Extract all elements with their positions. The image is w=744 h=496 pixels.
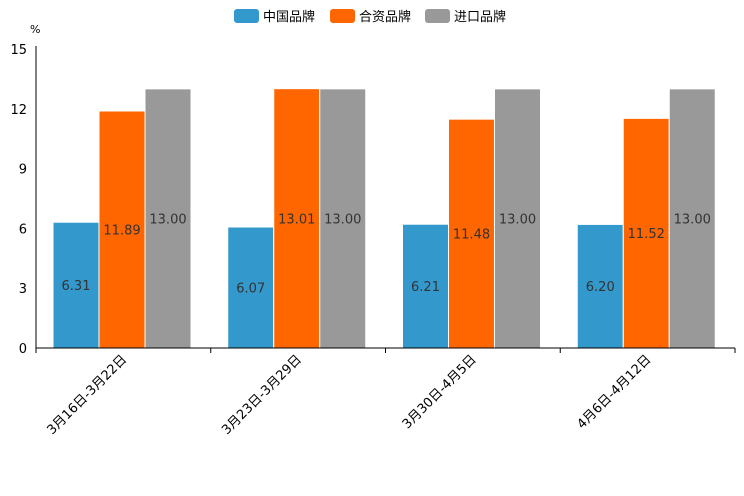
y-tick-label: 12 [10,103,27,118]
y-axis: 0 3 6 9 12 15 [10,43,37,357]
x-category-label: 3月30日-4月5日 [400,352,480,432]
legend-swatch-0[interactable] [234,9,259,23]
data-label-0-1: 6.07 [236,282,265,297]
y-tick-label: 6 [19,222,27,237]
y-tick-label: 3 [19,282,27,297]
y-axis-unit-label: % [30,23,40,36]
legend-swatch-2[interactable] [425,9,450,23]
y-tick-label: 15 [10,43,27,58]
legend: 中国品牌 合资品牌 进口品牌 [234,9,506,25]
data-label-0-3: 6.20 [586,280,615,295]
y-tick-label: 9 [19,163,27,178]
x-axis: 3月16日-3月22日 3月23日-3月29日 3月30日-4月5日 4月6日-4月1… [35,347,736,438]
legend-label-1[interactable]: 合资品牌 [359,9,411,25]
bar-1-3[interactable] [622,117,670,349]
x-category-label: 3月23日-3月29日 [219,352,305,438]
bar-0-1[interactable] [227,226,275,349]
data-label-0-0: 6.31 [62,279,91,294]
data-label-1-3: 11.52 [628,227,665,242]
x-category-label: 3月16日-3月22日 [44,352,130,438]
bar-2-0[interactable] [144,88,192,349]
y-tick-label: 0 [19,342,27,357]
bar-1-1[interactable] [273,88,321,349]
legend-swatch-1[interactable] [330,9,355,23]
bar-2-2[interactable] [494,88,541,349]
data-label-2-1: 13.00 [324,212,361,227]
legend-label-2[interactable]: 进口品牌 [454,9,506,25]
data-label-2-0: 13.00 [149,212,186,227]
bars: 6.31 6.07 6.21 6.20 11.89 13.01 11.48 11.52 13.0… [52,88,716,349]
data-label-2-2: 13.00 [499,212,536,227]
data-label-0-2: 6.21 [411,280,440,295]
bar-2-3[interactable] [668,88,716,349]
data-label-1-0: 11.89 [103,223,140,238]
data-label-1-1: 13.01 [278,212,315,227]
bar-2-1[interactable] [319,88,367,349]
data-label-1-2: 11.48 [453,228,490,243]
legend-label-0[interactable]: 中国品牌 [263,9,315,25]
x-category-label: 4月6日-4月12日 [575,352,655,432]
data-label-2-3: 13.00 [674,212,711,227]
